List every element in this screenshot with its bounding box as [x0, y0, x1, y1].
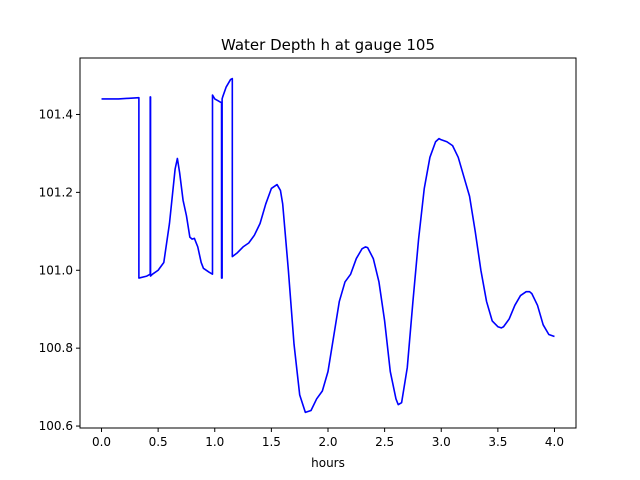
x-tick-label: 2.0	[318, 435, 337, 449]
x-tick-label: 3.5	[488, 435, 507, 449]
y-tick-label: 100.6	[39, 419, 73, 433]
y-tick-label: 101.0	[39, 263, 73, 277]
chart-title: Water Depth h at gauge 105	[221, 36, 435, 54]
x-tick-label: 1.0	[205, 435, 224, 449]
x-tick-label: 0.5	[149, 435, 168, 449]
x-tick-label: 2.5	[375, 435, 394, 449]
y-tick-label: 101.2	[39, 185, 73, 199]
x-tick-label: 1.5	[262, 435, 281, 449]
y-tick-label: 100.8	[39, 341, 73, 355]
series-line-0	[101, 77, 555, 414]
plot-area	[101, 77, 555, 414]
x-tick-label: 4.0	[545, 435, 564, 449]
axis-ticks: 0.0 0.5 1.0 1.5 2.0 2.5 3.0 3.5 4.0 100.6 100.8 101…	[39, 107, 564, 449]
y-tick-label: 101.4	[39, 107, 73, 121]
axes-frame	[79, 57, 577, 429]
x-tick-label: 3.0	[432, 435, 451, 449]
x-tick-label: 0.0	[92, 435, 111, 449]
x-axis-label: hours	[311, 456, 345, 470]
